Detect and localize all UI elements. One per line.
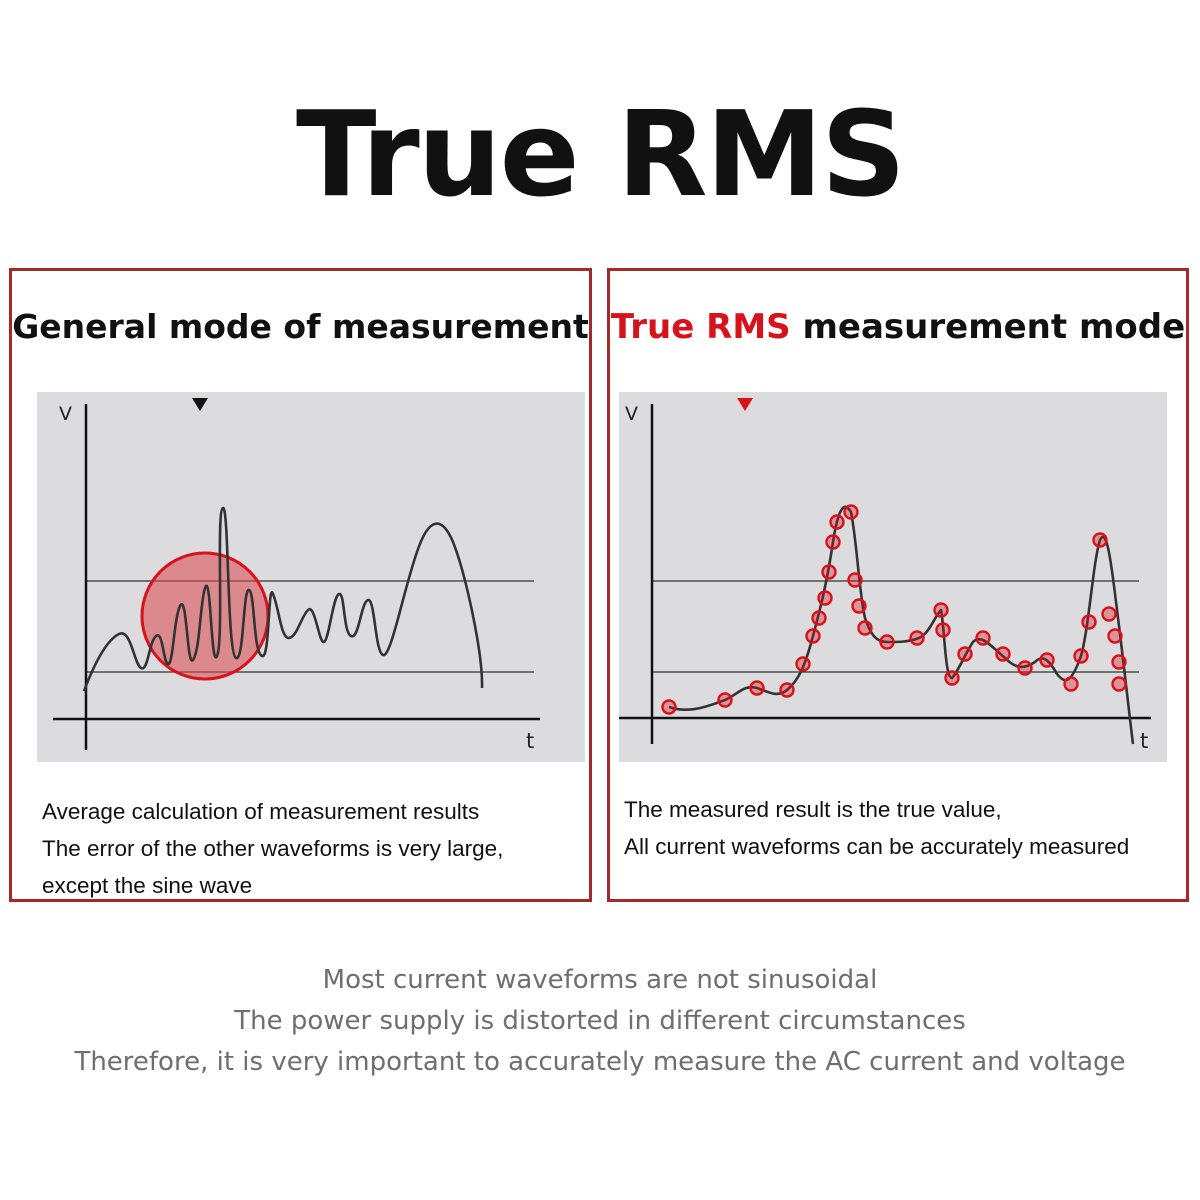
sample-point-marker: [661, 699, 677, 715]
v-axis-label: V: [625, 403, 638, 425]
sample-point-marker: [1017, 660, 1033, 676]
description-line: Average calculation of measurement resul…: [42, 799, 480, 824]
waveform-line: [82, 506, 484, 692]
general-mode-heading: General mode of measurement: [12, 307, 589, 346]
sample-point-marker: [817, 590, 833, 606]
true-rms-heading-rest: measurement mode: [790, 307, 1186, 347]
general-mode-description: Average calculation of measurement resul…: [42, 793, 503, 904]
graph-background: [37, 392, 585, 762]
t-axis-label: t: [526, 729, 534, 753]
description-line: All current waveforms can be accurately …: [624, 834, 1130, 859]
description-line: The measured result is the true value,: [624, 797, 1002, 822]
sample-point-marker: [749, 680, 765, 696]
sample-point-marker: [1092, 532, 1108, 548]
v-axis-label: V: [59, 403, 72, 425]
sample-point-marker: [857, 620, 873, 636]
sample-point-marker: [957, 646, 973, 662]
description-line: except the sine wave: [42, 873, 253, 898]
footer-line: The power supply is distorted in differe…: [234, 1006, 966, 1036]
sample-point-marker: [1111, 654, 1127, 670]
sample-point-marker: [821, 564, 837, 580]
true-rms-heading: True RMS measurement mode: [610, 307, 1186, 347]
average-sample-circle: [140, 551, 270, 681]
sample-point-marker: [811, 610, 827, 626]
sample-point-marker: [717, 692, 733, 708]
marker-triangle-icon: [737, 398, 753, 411]
sample-point-marker: [795, 656, 811, 672]
sample-point-marker: [851, 598, 867, 614]
sample-point-marker: [935, 622, 951, 638]
sample-points-group: [661, 504, 1127, 715]
sample-point-marker: [825, 534, 841, 550]
sample-point-marker: [1073, 648, 1089, 664]
sample-point-marker: [1039, 652, 1055, 668]
sample-point-marker: [847, 572, 863, 588]
sample-point-marker: [829, 514, 845, 530]
sample-point-marker: [843, 504, 859, 520]
footer-note: Most current waveforms are not sinusoida…: [0, 960, 1200, 1083]
sample-point-marker: [779, 682, 795, 698]
footer-line: Therefore, it is very important to accur…: [74, 1047, 1126, 1077]
sample-point-marker: [933, 602, 949, 618]
sample-point-marker: [805, 628, 821, 644]
graph-background: [619, 392, 1167, 762]
sample-point-marker: [909, 630, 925, 646]
sample-point-marker: [975, 630, 991, 646]
true-rms-heading-accent: True RMS: [610, 307, 791, 347]
marker-triangle-icon: [192, 398, 208, 411]
sample-point-marker: [944, 670, 960, 686]
true-rms-description: The measured result is the true value, A…: [624, 791, 1129, 865]
sample-point-marker: [879, 634, 895, 650]
sample-point-marker: [1081, 614, 1097, 630]
sample-point-marker: [1101, 606, 1117, 622]
true-rms-panel: True RMS measurement mode V t The measur…: [607, 268, 1189, 902]
sample-point-marker: [1063, 676, 1079, 692]
t-axis-label: t: [1140, 729, 1148, 753]
sample-point-marker: [1107, 628, 1123, 644]
description-line: The error of the other waveforms is very…: [42, 836, 504, 861]
general-mode-graph: V t: [37, 392, 585, 762]
true-rms-graph: V t: [619, 392, 1167, 762]
sample-point-marker: [1111, 676, 1127, 692]
general-mode-panel: General mode of measurement V t Average …: [9, 268, 592, 902]
sample-point-marker: [995, 646, 1011, 662]
footer-line: Most current waveforms are not sinusoida…: [322, 965, 878, 995]
page-title: True RMS: [295, 85, 906, 223]
